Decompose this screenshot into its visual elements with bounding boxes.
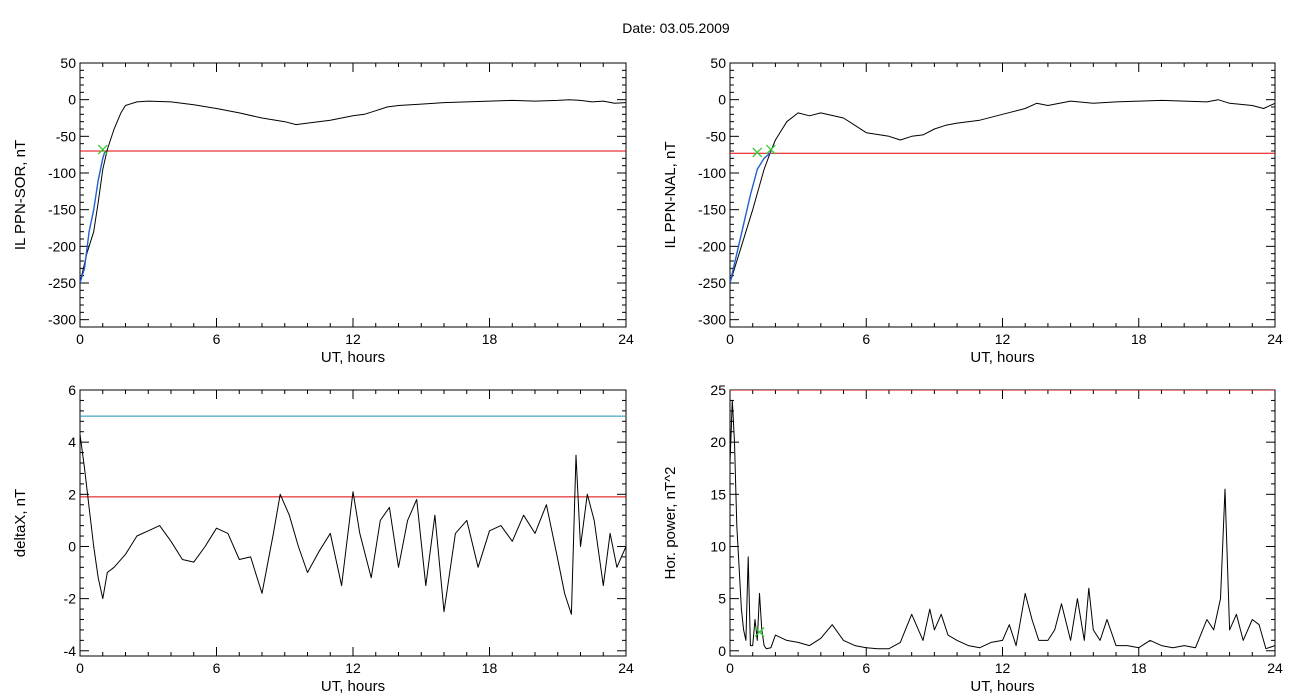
y-tick-label: -150: [698, 202, 726, 218]
marker-point: [754, 627, 765, 637]
plot-deltax: 0 6 12 18 24 6 4 2 0 -2 -4 UT, hours deltaX, nT: [12, 382, 634, 695]
marker-point: [752, 147, 763, 158]
y-axis-label: Hor. power, nT^2: [662, 467, 679, 580]
x-axis-label: UT, hours: [321, 349, 385, 366]
series-line: [80, 99, 626, 284]
x-axis-label: UT, hours: [321, 678, 385, 695]
y-tick-label: 20: [710, 434, 726, 450]
marker-stroke: [754, 627, 765, 637]
x-tick-label: 24: [618, 331, 634, 347]
marker-point: [97, 144, 108, 155]
x-tick-label: 0: [726, 331, 734, 347]
y-tick-label: 0: [68, 538, 76, 554]
x-tick-label: 0: [76, 660, 84, 676]
x-axis-label: UT, hours: [970, 349, 1034, 366]
y-tick-label: -2: [64, 591, 77, 607]
x-tick-label: 18: [1131, 660, 1147, 676]
y-tick-label: -300: [48, 312, 76, 328]
series-line: [80, 434, 626, 615]
x-tick-label: 6: [862, 331, 870, 347]
plot-area: [730, 99, 1275, 284]
y-tick-label: -100: [698, 165, 726, 181]
y-tick-label: 15: [710, 486, 726, 502]
y-tick-label: -250: [48, 275, 76, 291]
plot-ppn-sor: 0 6 12 18 24 50 0 -50 -100 -150 -200 -250 -300 UT, ho…: [12, 55, 634, 366]
series-line: [730, 99, 1275, 284]
y-tick-label: 25: [710, 382, 726, 398]
y-tick-label: 2: [68, 486, 76, 502]
y-tick-label: 0: [718, 643, 726, 659]
x-tick-label: 18: [482, 660, 498, 676]
x-tick-label: 24: [1267, 331, 1283, 347]
series-line: [80, 150, 106, 284]
y-tick-label: -150: [48, 202, 76, 218]
series-line: [730, 399, 1275, 650]
marker-stroke: [97, 144, 108, 155]
x-tick-label: 12: [995, 660, 1011, 676]
y-tick-label: 0: [718, 92, 726, 108]
series-line: [730, 151, 772, 284]
y-tick-label: 4: [68, 434, 76, 450]
x-tick-label: 0: [726, 660, 734, 676]
plot-area: [80, 99, 626, 284]
y-tick-label: 10: [710, 538, 726, 554]
x-tick-label: 12: [995, 331, 1011, 347]
y-tick-label: -200: [698, 238, 726, 254]
y-tick-label: 50: [60, 55, 76, 71]
x-tick-label: 12: [345, 660, 361, 676]
y-tick-label: -200: [48, 238, 76, 254]
x-tick-label: 6: [213, 331, 221, 347]
x-tick-label: 6: [213, 660, 221, 676]
plot-hor-power: 0 6 12 18 24 25 20 15 10 5 0 UT, hours Hor. power, n…: [662, 382, 1283, 695]
x-axis-label: UT, hours: [970, 678, 1034, 695]
marker-stroke: [752, 147, 763, 158]
plot-ppn-nal: 0 6 12 18 24 50 0 -50 -100 -150 -200 -250 -300 UT, ho…: [662, 55, 1283, 366]
marker-point: [765, 144, 776, 155]
y-axis-label: IL PPN-NAL, nT: [662, 142, 679, 249]
x-tick-label: 24: [1267, 660, 1283, 676]
x-tick-label: 12: [345, 331, 361, 347]
x-tick-label: 18: [1131, 331, 1147, 347]
marker-stroke: [765, 144, 776, 155]
y-tick-label: 5: [718, 591, 726, 607]
y-tick-label: -100: [48, 165, 76, 181]
y-tick-label: 6: [68, 382, 76, 398]
y-tick-label: -50: [56, 128, 76, 144]
y-tick-label: -250: [698, 275, 726, 291]
x-tick-label: 6: [862, 660, 870, 676]
y-tick-label: -4: [64, 643, 77, 659]
plot-area: [80, 415, 626, 615]
y-tick-label: 50: [710, 55, 726, 71]
x-tick-label: 24: [618, 660, 634, 676]
y-tick-label: -50: [706, 128, 726, 144]
y-tick-label: -300: [698, 312, 726, 328]
y-axis-label: deltaX, nT: [12, 489, 29, 557]
x-tick-label: 18: [482, 331, 498, 347]
plot-area: [730, 390, 1275, 650]
y-tick-label: 0: [68, 92, 76, 108]
y-axis-label: IL PPN-SOR, nT: [12, 140, 29, 250]
figure-title: Date: 03.05.2009: [622, 20, 730, 36]
x-tick-label: 0: [76, 331, 84, 347]
